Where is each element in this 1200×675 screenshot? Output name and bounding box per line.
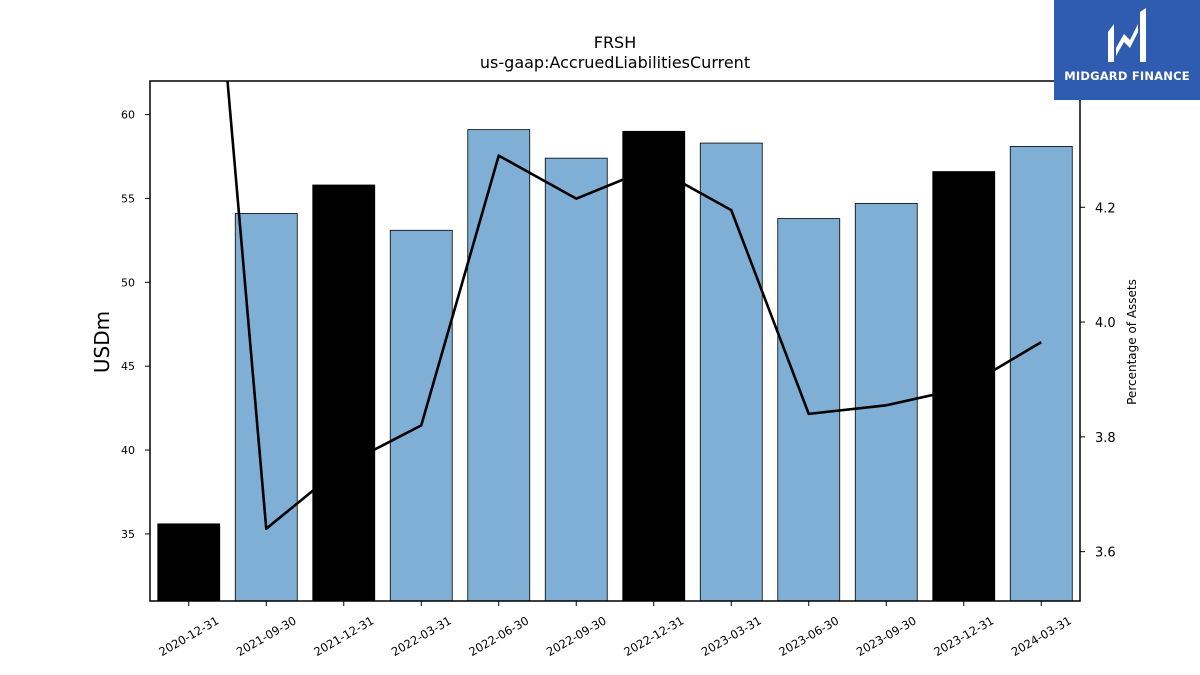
bar-2022-06-30 xyxy=(467,129,531,602)
bar-2022-09-30 xyxy=(544,157,608,602)
y2-tick-label: 4.2 xyxy=(1095,201,1116,216)
logo-text: MIDGARD FINANCE xyxy=(1064,69,1190,83)
y-tick-label: 60 xyxy=(121,109,135,122)
x-axis: 2020-12-31 2021-09-30 2021-12-31 2022-03-31… xyxy=(156,601,1074,659)
y2-tick-label: 3.6 xyxy=(1095,546,1116,561)
bar-2023-12-31 xyxy=(932,171,996,602)
y2-axis: 3.6 3.8 4.0 4.2 xyxy=(1080,201,1116,561)
chart-title: FRSH xyxy=(594,33,637,52)
y-tick-label: 40 xyxy=(121,444,135,457)
y-tick-label: 50 xyxy=(121,276,135,289)
y-tick-label: 45 xyxy=(121,360,135,373)
x-tick-label: 2023-09-30 xyxy=(854,613,919,659)
x-tick-label: 2024-03-31 xyxy=(1009,613,1074,659)
x-tick-label: 2021-09-30 xyxy=(234,613,299,659)
bar-2024-03-31 xyxy=(1009,146,1073,602)
line-series xyxy=(226,81,1042,530)
x-tick-label: 2023-12-31 xyxy=(931,613,996,659)
x-tick-label: 2022-12-31 xyxy=(621,613,686,659)
x-tick-label: 2023-03-31 xyxy=(699,613,764,659)
y2-axis-label: Percentage of Assets xyxy=(1125,279,1139,405)
y2-tick-label: 3.8 xyxy=(1095,431,1116,446)
logo-mark-icon xyxy=(1108,8,1146,62)
bar-2021-12-31 xyxy=(312,184,376,602)
x-tick-label: 2022-03-31 xyxy=(389,613,454,659)
bar-2023-03-31 xyxy=(699,142,763,602)
x-tick-label: 2023-06-30 xyxy=(776,613,841,659)
y-tick-label: 35 xyxy=(121,528,135,541)
plot-frame xyxy=(149,80,1081,602)
chart-subtitle: us-gaap:AccruedLiabilitiesCurrent xyxy=(480,53,750,72)
y-axis-label: USDm xyxy=(90,311,114,373)
x-tick-label: 2021-12-31 xyxy=(311,613,376,659)
y-axis: 35 40 45 50 55 60 xyxy=(121,109,150,541)
bar-2022-03-31 xyxy=(389,229,453,602)
bar-2020-12-31 xyxy=(157,523,221,602)
x-tick-label: 2020-12-31 xyxy=(156,613,221,659)
x-tick-label: 2022-06-30 xyxy=(466,613,531,659)
bar-2023-06-30 xyxy=(777,218,841,602)
bar-series xyxy=(157,129,1073,602)
midgard-finance-logo: MIDGARD FINANCE xyxy=(1054,0,1200,100)
y-tick-label: 55 xyxy=(121,192,135,205)
bar-2022-12-31 xyxy=(622,130,686,602)
y2-tick-label: 4.0 xyxy=(1095,316,1116,331)
bar-2023-09-30 xyxy=(854,203,918,602)
x-tick-label: 2022-09-30 xyxy=(544,613,609,659)
percentage-line xyxy=(226,81,1042,530)
